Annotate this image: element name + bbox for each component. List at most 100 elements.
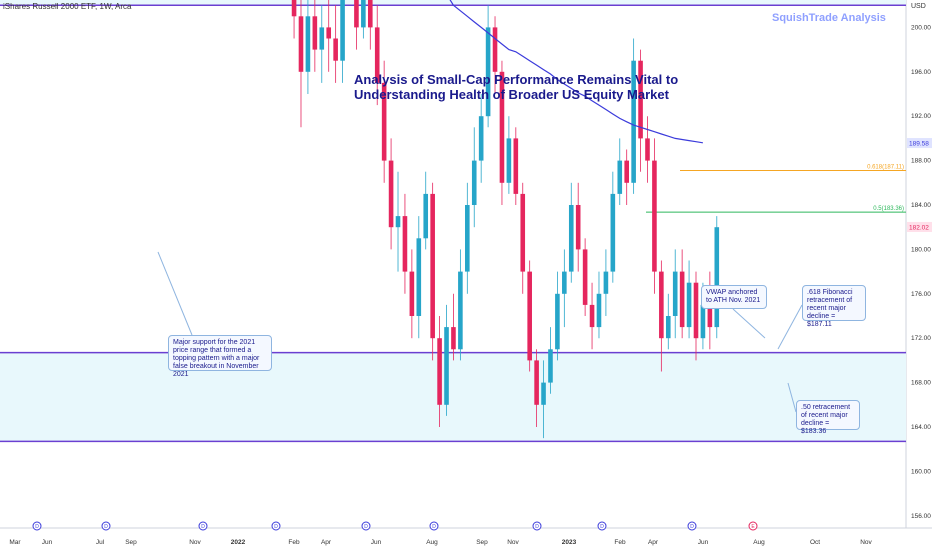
marker-glyph: D	[35, 524, 39, 530]
support-callout[interactable]: Major support for the 2021 price range t…	[168, 335, 272, 378]
x-tick-label: Apr	[321, 539, 332, 546]
dividend-marker[interactable]: D	[429, 521, 439, 531]
candle-body	[416, 238, 422, 316]
dividend-marker[interactable]: D	[32, 521, 42, 531]
candle	[340, 0, 345, 83]
candle	[555, 271, 560, 361]
candle-body	[617, 160, 623, 194]
y-tick-label: 156.00	[911, 513, 931, 520]
candle-body	[714, 227, 720, 328]
marker-glyph: D	[690, 524, 694, 530]
candle	[319, 5, 325, 83]
support-callout-pointer	[157, 251, 193, 336]
x-tick-label: Sep	[125, 539, 137, 546]
candle-body	[458, 271, 463, 350]
candle	[305, 0, 311, 94]
candle	[465, 182, 470, 294]
candle	[402, 193, 408, 294]
y-tick-label: 164.00	[911, 424, 931, 431]
candle-body	[520, 193, 526, 272]
candle-body	[485, 27, 491, 117]
candle	[548, 327, 553, 394]
dividend-marker[interactable]: D	[597, 521, 607, 531]
candle-body	[354, 0, 359, 28]
fib618-callout-pointer	[777, 304, 803, 350]
dividend-marker[interactable]: D	[271, 521, 281, 531]
y-tick-label: 192.00	[911, 113, 931, 120]
fib50-callout[interactable]: .50 retracement of recent major decline …	[796, 400, 860, 435]
candle-body	[679, 271, 685, 328]
x-tick-label: Feb	[614, 539, 626, 546]
marker-glyph: D	[104, 524, 108, 530]
candle	[506, 116, 512, 194]
candle-body	[506, 138, 512, 183]
dividend-marker[interactable]: D	[687, 521, 697, 531]
candle-body	[513, 138, 519, 194]
price-axis[interactable]	[906, 0, 932, 550]
x-tick-label: Sep	[476, 539, 488, 546]
earnings-marker[interactable]: E	[748, 521, 758, 531]
candle	[381, 60, 387, 183]
candle-body	[291, 0, 297, 17]
candle-body	[388, 160, 394, 228]
candle-body	[305, 16, 311, 72]
vwap-callout[interactable]: VWAP anchored to ATH Nov. 2021	[701, 285, 767, 309]
candle	[333, 5, 338, 83]
fib618-callout[interactable]: .618 Fibonacci retracement of recent maj…	[802, 285, 866, 328]
candle-body	[624, 160, 629, 183]
candle-body	[471, 160, 477, 205]
candle-body	[672, 271, 678, 316]
dividend-marker[interactable]: D	[532, 521, 542, 531]
price-tag	[907, 138, 932, 149]
candle-body	[596, 293, 602, 328]
candle-body	[548, 349, 553, 383]
price-tag-label: 189.58	[909, 141, 929, 148]
candle	[513, 127, 519, 205]
candle	[451, 293, 456, 361]
marker-glyph: D	[535, 524, 539, 530]
candle-body	[374, 27, 380, 83]
chart-title: Analysis of Small-Cap Performance Remain…	[354, 72, 678, 102]
candle-body	[381, 82, 387, 161]
candle	[562, 249, 567, 328]
candle-body	[465, 205, 470, 272]
dividend-marker[interactable]: D	[361, 521, 371, 531]
candle	[520, 182, 526, 294]
candle-body	[499, 71, 505, 183]
candle-body	[693, 282, 699, 339]
marker-glyph: D	[600, 524, 604, 530]
candles	[291, 0, 720, 439]
candle	[645, 116, 650, 183]
candle	[603, 249, 609, 316]
x-tick-label: Nov	[860, 539, 872, 546]
x-tick-label: 2023	[562, 539, 577, 546]
candle-body	[638, 60, 643, 139]
x-tick-label: Aug	[753, 539, 765, 546]
candle	[444, 304, 449, 416]
x-tick-label: Nov	[507, 539, 519, 546]
candle	[409, 249, 415, 339]
x-tick-label: Nov	[189, 539, 201, 546]
candle	[395, 171, 401, 272]
price-tag-label: 182.02	[909, 224, 929, 231]
candle	[354, 0, 359, 50]
dividend-marker[interactable]: D	[101, 521, 111, 531]
candle-body	[659, 271, 664, 339]
symbol-title[interactable]: iShares Russell 2000 ETF, 1W, Arca	[3, 2, 132, 11]
dividend-marker[interactable]: D	[198, 521, 208, 531]
x-tick-label: Jun	[698, 539, 709, 546]
candle	[659, 260, 664, 372]
fib50-callout-pointer	[787, 382, 797, 413]
y-tick-label: 184.00	[911, 202, 931, 209]
support-zone-upper	[0, 0, 906, 6]
candle	[672, 249, 678, 339]
candle	[693, 271, 699, 361]
candle	[624, 149, 629, 205]
vwap-line	[449, 0, 703, 144]
candle-body	[451, 327, 456, 350]
candle	[367, 0, 373, 50]
y-tick-label: 176.00	[911, 291, 931, 298]
fib-618-label: 0.618(187.11)	[867, 164, 904, 170]
candle	[312, 0, 318, 72]
